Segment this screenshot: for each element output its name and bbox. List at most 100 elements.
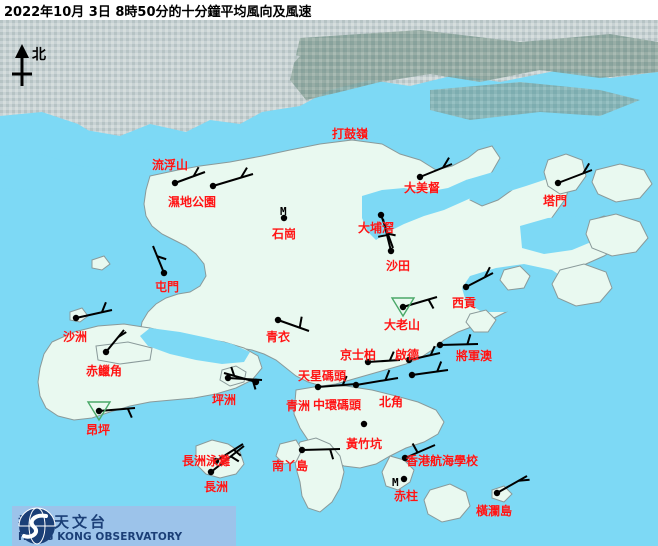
wind-barb-tick [518,478,530,482]
wind-station[interactable] [364,351,401,366]
wind-barb-shaft [152,245,165,274]
map-geography [0,20,658,546]
wind-barb-tick [429,345,436,356]
station-dot-icon[interactable] [314,383,322,391]
station-label: 將軍澳 [456,349,493,363]
wind-barb-layer[interactable] [0,20,658,546]
station-dot-icon[interactable] [554,179,562,187]
wind-barb-tick [386,232,396,237]
wind-station[interactable] [102,329,127,356]
station-triangle-icon [86,401,112,422]
station-triangle-icon [390,297,416,318]
station-label: 赤柱 [394,489,419,503]
wind-barb-shaft [174,171,206,184]
station-dot-icon[interactable] [209,182,217,190]
station-label: 北角 [379,395,404,409]
station-dot-icon[interactable] [160,269,168,277]
manned-station-marker: M [392,476,399,489]
wind-station[interactable] [382,218,396,255]
station-label: 長洲 [204,480,229,494]
wind-barb-tick [384,369,391,381]
wind-station[interactable] [207,445,245,476]
station-dot-icon[interactable] [405,356,413,364]
station-dot-icon[interactable] [436,341,444,349]
wind-station[interactable] [436,333,479,349]
station-dot-icon[interactable] [399,303,407,311]
station-dot-icon[interactable] [224,374,232,382]
wind-station[interactable] [171,166,206,187]
wind-barb-tick [100,301,107,313]
station-label: 坪洲 [212,393,237,407]
station-label: 大埔滘 [358,221,395,235]
wind-barb-tick [436,361,443,372]
station-dot-icon[interactable] [493,489,501,497]
wind-barb-shaft [355,377,399,386]
station-dot-icon[interactable] [280,214,288,222]
station-dot-icon[interactable] [298,446,306,454]
wind-station[interactable] [405,345,441,364]
wind-barb-shaft [223,372,257,383]
wind-barb-shaft [215,443,244,462]
north-arrow-icon [12,44,32,86]
station-dot-icon[interactable] [416,173,424,181]
wind-barb-tick [388,351,395,362]
station-label: 石崗 [272,227,297,241]
station-dot-icon[interactable] [171,179,179,187]
wind-barb-shaft [465,272,494,288]
wind-barb-tick [427,299,435,309]
station-dot-icon[interactable] [462,283,470,291]
wind-station[interactable] [554,162,593,187]
station-label: 沙田 [386,259,411,273]
wind-barb-tick [126,408,133,419]
station-dot-icon[interactable] [408,371,416,379]
wind-station[interactable] [462,266,494,291]
wind-barb-shaft [212,173,254,187]
wind-station[interactable] [274,316,310,332]
station-dot-icon[interactable] [387,247,395,255]
station-dot-icon[interactable] [274,316,282,324]
wind-station[interactable] [360,420,368,428]
wind-barb-shaft [496,475,528,494]
wind-station[interactable] [72,301,113,322]
station-dot-icon[interactable] [212,457,220,465]
wind-station[interactable] [212,443,244,465]
wind-barb-tick [230,366,236,377]
station-dot-icon[interactable] [95,407,103,415]
station-label: 青衣 [266,330,291,344]
wind-station[interactable] [408,361,449,379]
station-dot-icon[interactable] [400,475,408,483]
wind-station[interactable] [314,375,357,391]
wind-station[interactable] [152,245,168,277]
station-label: 橫瀾島 [476,504,513,518]
wind-barb-tick [240,167,248,179]
map-canvas[interactable]: 北 打鼓嶺 流浮山 濕地公園 石崗 M 大美督 塔門 大埔滘 沙田 屯門 西貢 沙洲 赤鱲角 青衣 大老山京… [0,20,658,546]
wind-station[interactable] [416,157,453,181]
station-dot-icon[interactable] [207,468,215,476]
wind-barb-shaft [277,319,310,332]
station-dot-icon[interactable] [401,454,409,462]
wind-station[interactable] [493,475,530,497]
wind-station[interactable] [280,214,288,222]
wind-station[interactable] [390,296,438,318]
wind-barb-tick [117,331,127,338]
station-dot-icon[interactable] [377,211,385,219]
wind-barb-tick [329,448,335,460]
wind-barb-tick [442,157,450,169]
wind-station[interactable] [400,475,408,483]
station-label: 南丫島 [272,459,309,473]
station-dot-icon[interactable] [364,358,372,366]
station-label: 濕地公園 [168,195,217,209]
wind-barb-shaft [439,343,479,346]
station-dot-icon[interactable] [360,420,368,428]
hko-name-en: HONG KONG OBSERVATORY [18,530,183,543]
wind-station[interactable] [224,374,263,390]
station-dot-icon[interactable] [72,314,80,322]
wind-station[interactable] [86,401,136,422]
station-dot-icon[interactable] [102,348,110,356]
wind-station[interactable] [298,446,341,460]
wind-station[interactable] [401,443,436,462]
wind-station[interactable] [352,369,399,389]
wind-barb-shaft [301,448,341,451]
wind-station[interactable] [209,167,254,190]
